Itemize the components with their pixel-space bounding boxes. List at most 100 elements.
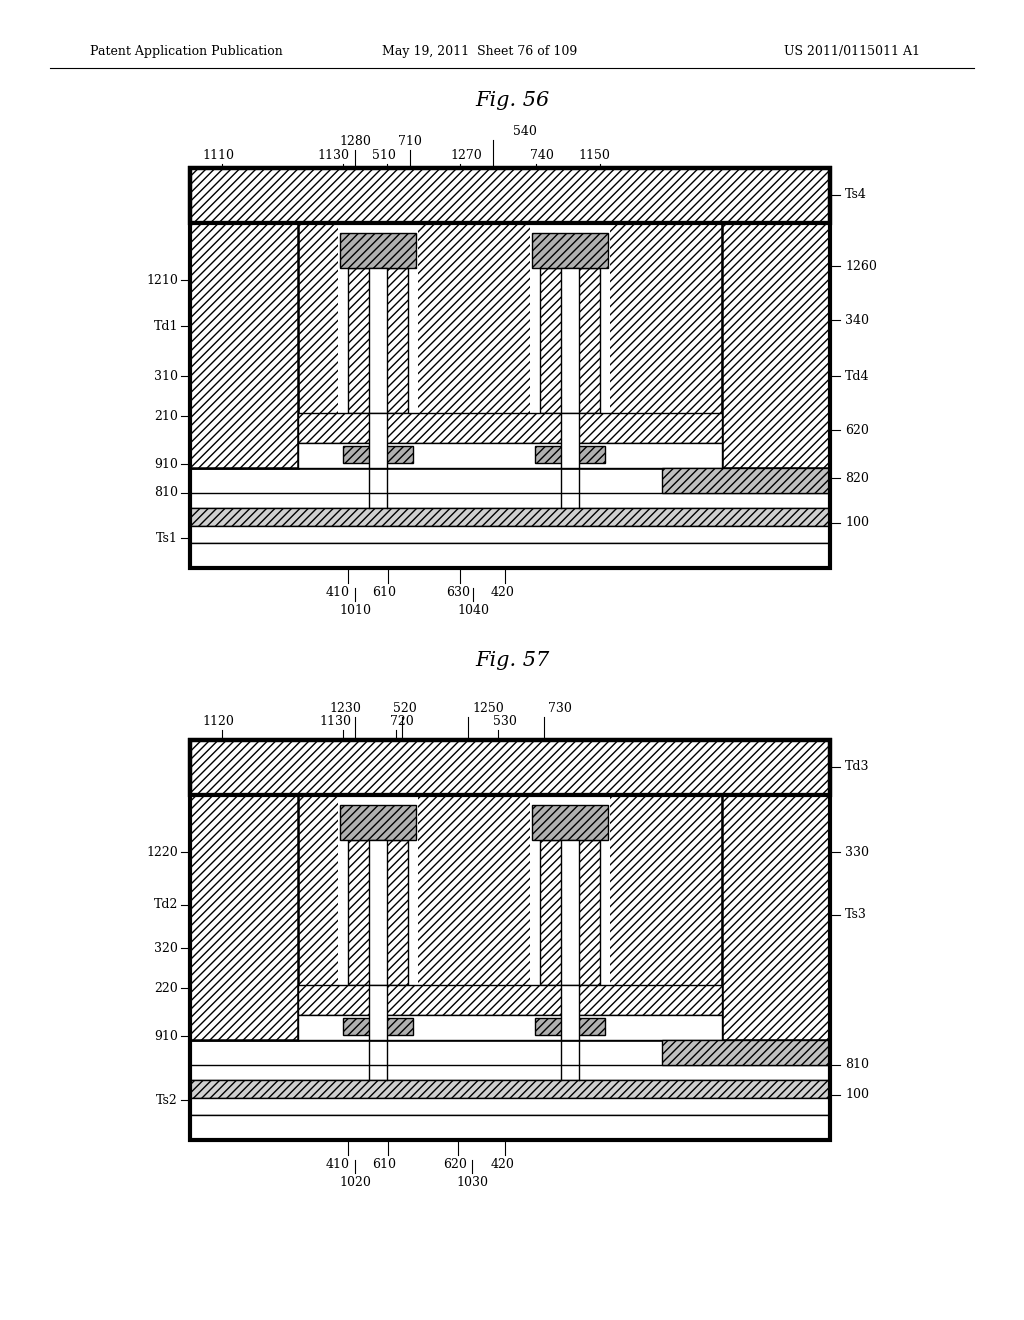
Text: 1260: 1260 <box>845 260 877 272</box>
Text: 810: 810 <box>154 487 178 499</box>
Bar <box>190 168 830 568</box>
Bar <box>561 268 579 413</box>
Text: 1250: 1250 <box>472 702 504 715</box>
Bar <box>722 795 830 1040</box>
Bar <box>369 840 387 985</box>
Bar <box>298 985 722 1015</box>
Bar <box>298 795 722 1040</box>
Bar <box>298 223 722 469</box>
Text: 100: 100 <box>845 1089 869 1101</box>
Bar <box>540 268 600 413</box>
Text: Patent Application Publication: Patent Application Publication <box>90 45 283 58</box>
Bar <box>662 1040 830 1065</box>
Bar <box>338 223 418 413</box>
Text: 910: 910 <box>155 1030 178 1043</box>
Text: 100: 100 <box>845 516 869 529</box>
Text: Ts4: Ts4 <box>845 189 867 202</box>
Text: 310: 310 <box>154 370 178 383</box>
Bar <box>190 223 830 469</box>
Bar <box>190 168 830 223</box>
Bar <box>298 444 722 469</box>
Text: 610: 610 <box>372 1158 396 1171</box>
Text: Ts2: Ts2 <box>157 1093 178 1106</box>
Bar <box>190 492 830 508</box>
Bar <box>343 446 413 463</box>
Text: May 19, 2011  Sheet 76 of 109: May 19, 2011 Sheet 76 of 109 <box>382 45 578 58</box>
Text: Td4: Td4 <box>845 370 869 383</box>
Text: p+: p+ <box>371 450 385 458</box>
Text: n+: n+ <box>562 249 579 260</box>
Bar <box>190 223 298 469</box>
Text: 540: 540 <box>513 125 537 139</box>
Bar <box>340 234 416 268</box>
Text: p+: p+ <box>370 249 386 260</box>
Text: 620: 620 <box>845 424 869 437</box>
Bar <box>190 741 830 795</box>
Bar <box>190 508 830 525</box>
Bar <box>190 795 298 1040</box>
Text: Fig. 57: Fig. 57 <box>475 651 549 669</box>
Bar <box>561 840 579 985</box>
Text: 910: 910 <box>155 458 178 470</box>
Bar <box>343 1018 413 1035</box>
Text: 1150: 1150 <box>579 149 610 162</box>
Text: 340: 340 <box>845 314 869 326</box>
Text: 1030: 1030 <box>456 1176 488 1189</box>
Text: 630: 630 <box>446 586 470 599</box>
Bar <box>190 1115 830 1140</box>
Text: 1220: 1220 <box>146 846 178 858</box>
Text: 520: 520 <box>393 702 417 715</box>
Text: 410: 410 <box>326 1158 350 1171</box>
Bar <box>561 413 579 469</box>
Text: p+: p+ <box>370 822 386 832</box>
Text: 420: 420 <box>492 1158 515 1171</box>
Text: 710: 710 <box>398 135 422 148</box>
Text: 1270: 1270 <box>451 149 482 162</box>
Text: 530: 530 <box>494 715 517 729</box>
Bar <box>369 413 387 469</box>
Text: 510: 510 <box>372 149 396 162</box>
Text: 730: 730 <box>548 702 572 715</box>
Text: 330: 330 <box>845 846 869 858</box>
Text: n+: n+ <box>563 1022 578 1031</box>
Text: Fig. 56: Fig. 56 <box>475 91 549 110</box>
Text: 1130: 1130 <box>317 149 349 162</box>
Bar <box>662 469 830 492</box>
Text: US 2011/0115011 A1: US 2011/0115011 A1 <box>784 45 920 58</box>
Text: 210: 210 <box>155 409 178 422</box>
Bar <box>530 223 610 413</box>
Text: n+: n+ <box>562 822 579 832</box>
Text: p+: p+ <box>371 1022 385 1031</box>
Text: 1020: 1020 <box>339 1176 371 1189</box>
Text: 320: 320 <box>155 941 178 954</box>
Text: 1130: 1130 <box>319 715 351 729</box>
Bar <box>190 525 830 543</box>
Bar <box>722 223 830 469</box>
Bar <box>190 1098 830 1115</box>
Bar <box>369 985 387 1040</box>
Text: Td1: Td1 <box>154 319 178 333</box>
Text: Ts3: Ts3 <box>845 908 867 921</box>
Text: 410: 410 <box>326 586 350 599</box>
Bar <box>190 741 830 795</box>
Bar <box>348 268 408 413</box>
Bar <box>338 795 418 985</box>
Bar <box>535 1018 605 1035</box>
Bar <box>190 543 830 568</box>
Text: Td3: Td3 <box>845 760 869 774</box>
Bar <box>340 805 416 840</box>
Bar <box>532 805 608 840</box>
Bar <box>190 1065 830 1080</box>
Text: 1110: 1110 <box>202 149 234 162</box>
Text: 1120: 1120 <box>202 715 233 729</box>
Text: 1040: 1040 <box>457 605 489 616</box>
Text: 620: 620 <box>443 1158 467 1171</box>
Text: 820: 820 <box>845 471 869 484</box>
Text: n+: n+ <box>563 450 578 458</box>
Bar <box>298 413 722 444</box>
Text: 740: 740 <box>530 149 554 162</box>
Text: 1210: 1210 <box>146 273 178 286</box>
Text: Ts1: Ts1 <box>156 532 178 544</box>
Bar <box>530 795 610 985</box>
Text: 420: 420 <box>492 586 515 599</box>
